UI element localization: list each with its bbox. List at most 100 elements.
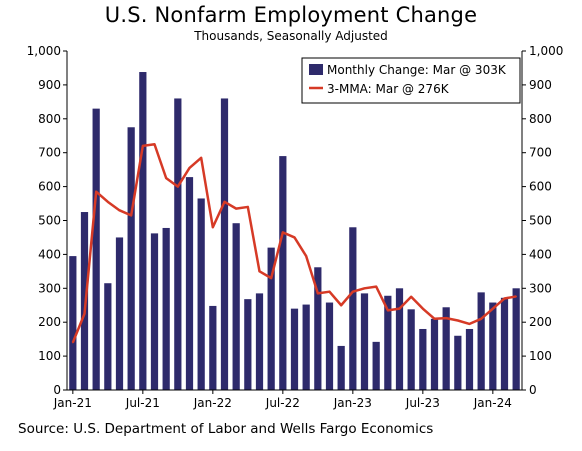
point-3mma-Aug-22 (293, 236, 296, 239)
y-tick-label-left: 400 (38, 247, 61, 261)
point-3mma-Oct-23 (457, 319, 459, 322)
point-3mma-Jun-23 (410, 295, 412, 298)
point-3mma-Jun-22 (270, 277, 272, 279)
bar-Dec-21 (197, 198, 205, 390)
bar-Aug-22 (290, 308, 299, 390)
bar-Dec-23 (477, 292, 485, 390)
point-3mma-Sep-21 (165, 177, 167, 179)
legend-bar-swatch (309, 64, 323, 75)
x-tick-label: Jan-21 (53, 396, 92, 410)
y-tick-label-right: 900 (529, 78, 552, 92)
bar-Jul-22 (279, 156, 287, 390)
x-tick-label: Jan-23 (333, 396, 372, 410)
chart-title: U.S. Nonfarm Employment Change (104, 3, 478, 27)
y-tick-label-left: 900 (38, 78, 61, 92)
y-tick-label-right: 600 (529, 180, 552, 194)
y-tick-label-left: 100 (38, 349, 61, 363)
point-3mma-Jun-21 (130, 214, 132, 217)
bars-layer (69, 72, 520, 391)
bar-Mar-24 (512, 288, 520, 390)
point-3mma-Dec-23 (480, 318, 482, 320)
y-tick-label-right: 300 (529, 281, 552, 295)
point-3mma-Jan-22 (212, 226, 214, 229)
bar-Jan-21 (69, 256, 77, 390)
point-3mma-Nov-22 (328, 290, 331, 293)
y-tick-label-left: 300 (38, 281, 61, 295)
y-tick-label-left: 0 (53, 383, 61, 397)
x-tick-label: Jul-23 (405, 396, 440, 410)
legend: Monthly Change: Mar @ 303K 3-MMA: Mar @ … (301, 57, 521, 104)
bar-Oct-21 (174, 98, 182, 391)
point-3mma-Nov-23 (468, 323, 471, 325)
point-3mma-Dec-21 (200, 156, 202, 159)
y-tick-label-right: 800 (529, 112, 552, 126)
bar-Sep-22 (302, 304, 310, 390)
bar-Mar-22 (232, 223, 240, 390)
bar-Jan-23 (349, 227, 357, 390)
bar-Feb-24 (500, 297, 509, 390)
bar-Mar-21 (92, 108, 100, 390)
bar-Jun-21 (127, 127, 135, 391)
point-3mma-Mar-24 (515, 295, 517, 298)
point-3mma-Dec-22 (340, 304, 342, 307)
point-3mma-Jul-21 (142, 145, 144, 147)
bar-Sep-23 (442, 307, 450, 390)
y-tick-label-left: 500 (38, 214, 61, 228)
y-tick-label-left: 1,000 (27, 44, 61, 58)
bar-Feb-23 (360, 293, 369, 390)
point-3mma-May-21 (118, 209, 121, 212)
line-layer (71, 142, 517, 344)
y-tick-label-left: 800 (38, 112, 61, 126)
y-tick-label-right: 100 (529, 349, 552, 363)
y-tick-label-right: 1,000 (529, 44, 563, 58)
y-tick-label-left: 700 (38, 146, 61, 160)
point-3mma-Mar-23 (375, 285, 377, 288)
x-tick-label: Jan-24 (473, 396, 512, 410)
bar-Mar-23 (372, 341, 380, 390)
point-3mma-Feb-21 (83, 312, 86, 315)
bar-May-21 (115, 237, 124, 390)
bar-Oct-22 (314, 267, 322, 390)
bar-Nov-21 (185, 177, 194, 390)
y-tick-label-left: 600 (38, 180, 61, 194)
point-3mma-Sep-22 (305, 255, 307, 257)
bar-Dec-22 (337, 345, 345, 390)
bar-Apr-21 (104, 283, 112, 390)
point-3mma-Mar-22 (235, 207, 237, 210)
y-tick-label-right: 700 (529, 146, 552, 160)
bar-Jul-21 (139, 72, 147, 391)
point-3mma-Feb-22 (223, 201, 226, 203)
bar-Jun-22 (267, 247, 275, 390)
bar-Jun-23 (407, 309, 415, 390)
point-3mma-Oct-21 (177, 185, 179, 188)
y-tick-label-right: 500 (529, 214, 552, 228)
point-3mma-Sep-23 (445, 317, 447, 319)
point-3mma-Jan-23 (352, 290, 354, 293)
bar-Nov-23 (465, 328, 474, 390)
chart-subtitle: Thousands, Seasonally Adjusted (194, 29, 388, 43)
point-3mma-Jan-24 (492, 307, 494, 310)
bar-Jul-23 (419, 328, 427, 390)
bar-Aug-23 (430, 318, 439, 390)
point-3mma-Feb-24 (503, 297, 506, 300)
y-tick-label-right: 200 (529, 315, 552, 329)
legend-line-label: 3-MMA: Mar @ 276K (327, 82, 450, 96)
x-tick-label: Jul-22 (265, 396, 300, 410)
point-3mma-Jan-21 (72, 341, 74, 344)
point-3mma-Jul-22 (282, 231, 284, 234)
point-3mma-Nov-21 (188, 167, 191, 169)
point-3mma-Feb-23 (363, 287, 366, 290)
point-3mma-May-22 (258, 270, 261, 273)
y-tick-label-right: 0 (529, 383, 537, 397)
point-3mma-Mar-21 (95, 190, 97, 193)
point-3mma-Jul-23 (422, 307, 424, 310)
point-3mma-Apr-22 (247, 206, 249, 208)
point-3mma-May-23 (398, 307, 401, 310)
point-3mma-Apr-23 (387, 309, 389, 312)
x-tick-label: Jul-21 (125, 396, 160, 410)
bar-Sep-21 (162, 227, 170, 390)
bar-Oct-23 (454, 335, 462, 390)
legend-box (301, 57, 521, 104)
point-3mma-Aug-21 (153, 143, 156, 146)
